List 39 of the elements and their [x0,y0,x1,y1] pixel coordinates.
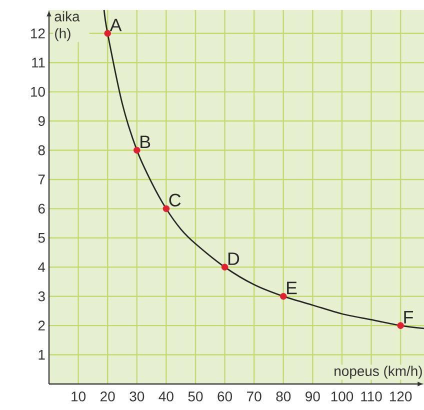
point [280,292,287,300]
y-tick-label: 12 [31,28,45,38]
annotation: A [110,18,122,32]
y-tick-label: 9 [38,116,45,126]
annotation: B [140,136,150,148]
x-tick-label: 50 [188,392,203,402]
y-tick-label: 11 [32,58,45,68]
x-tick-label: 70 [247,392,262,402]
y-tick-label: 3 [38,291,45,302]
annotation: F [404,311,413,324]
x-tick-label: 20 [100,392,115,402]
y-tick-label: 2 [38,320,45,330]
y-tick-label: 6 [38,204,45,214]
y-tick-label: 7 [38,174,45,184]
y-axis-title: aika (h) [54,11,80,42]
x-tick-label: 80 [276,392,291,402]
x-tick-label: 120 [390,392,412,402]
point [134,146,140,154]
y-tick-label: 1 [38,350,45,360]
y-tick-label: 5 [38,233,45,243]
annotation: C [169,194,181,206]
x-tick-label: 10 [72,392,86,402]
annotation: D [228,252,240,265]
x-tick-label: 110 [361,392,382,402]
point [104,30,111,37]
point [397,322,404,329]
x-tick-label: 30 [130,392,144,402]
x-tick-label: 90 [306,392,320,402]
y-tick-label: 8 [38,145,45,156]
x-tick-label: 100 [331,392,354,402]
point [221,264,228,271]
line-series [103,9,424,330]
y-tick-label: 10 [31,86,45,97]
x-tick-label: 40 [158,392,174,402]
x-axis-title: nopeus (km/h) [334,366,422,379]
point [162,205,170,212]
annotation: E [287,282,297,294]
x-tick-label: 60 [218,392,232,402]
y-tick-label: 4 [38,262,46,272]
